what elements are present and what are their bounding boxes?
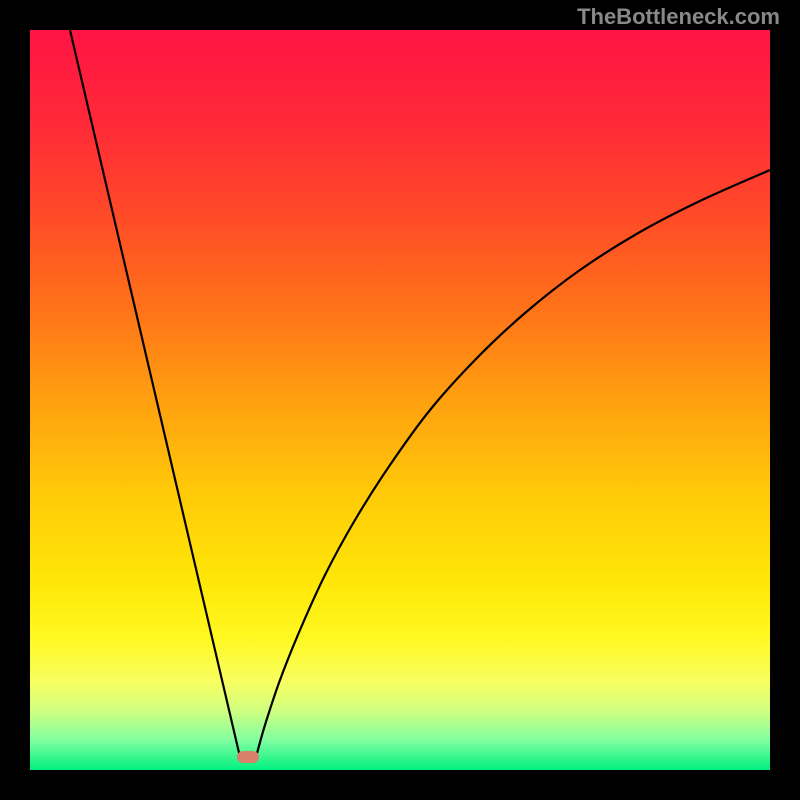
right-curve	[256, 170, 770, 757]
plot-area	[30, 30, 770, 770]
left-curve	[70, 30, 240, 757]
optimal-marker	[237, 751, 259, 763]
chart-container: TheBottleneck.com	[0, 0, 800, 800]
bottleneck-curves	[30, 30, 770, 770]
watermark-text: TheBottleneck.com	[577, 4, 780, 30]
